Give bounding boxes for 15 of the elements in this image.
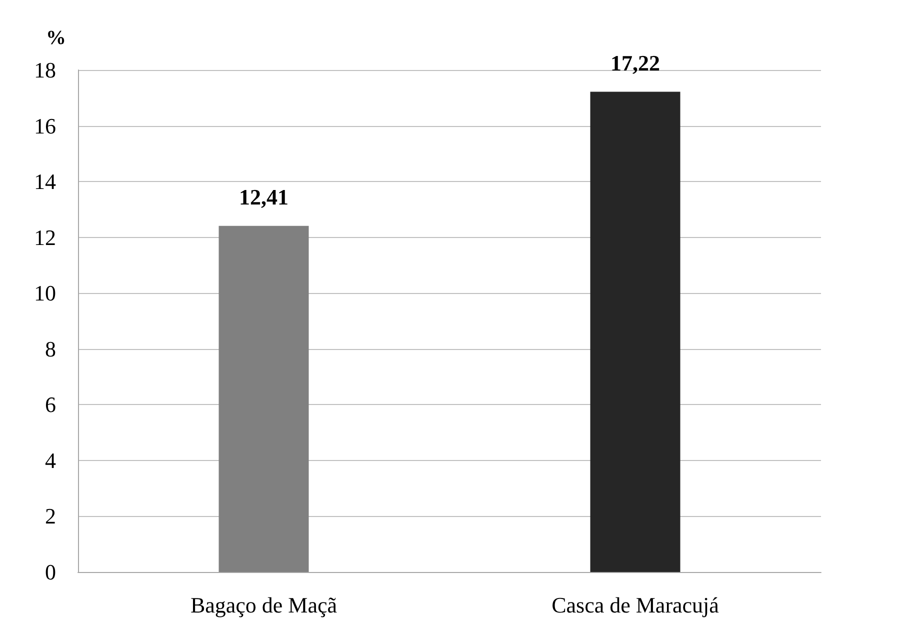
y-tick-label: 18 [34, 58, 56, 82]
y-tick-label: 14 [34, 169, 56, 194]
y-tick-label: 4 [45, 448, 56, 473]
data-label: 12,41 [239, 184, 288, 210]
x-tick-label: Bagaço de Maçã [190, 592, 338, 618]
y-tick-label: 16 [34, 113, 56, 138]
y-tick-label: 8 [45, 336, 56, 362]
y-tick-label: 10 [34, 280, 56, 306]
x-tick-label: Casca de Maracujá [552, 592, 720, 618]
y-tick-label: 2 [45, 504, 56, 529]
y-tick-label: 0 [45, 560, 56, 584]
y-tick-label: 6 [45, 392, 56, 418]
data-label: 17,22 [610, 50, 660, 76]
y-axis-title: % [46, 27, 66, 49]
y-tick-label: 12 [34, 224, 56, 250]
